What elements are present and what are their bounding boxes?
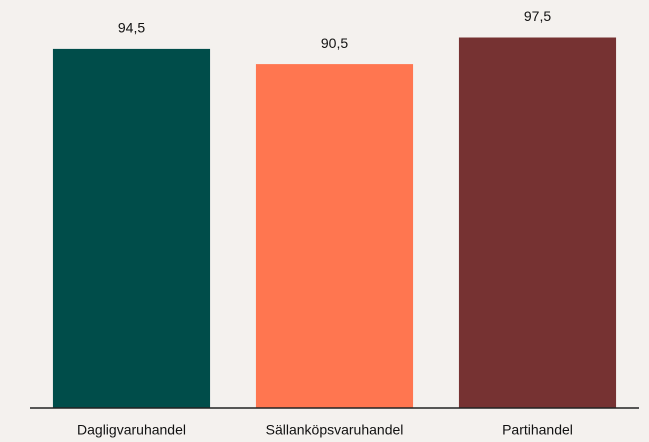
x-tick-label: Partihandel [502, 422, 573, 438]
bar [52, 48, 211, 409]
x-tick-label: Dagligvaruhandel [77, 422, 186, 438]
bar [255, 64, 414, 408]
bar [458, 37, 617, 408]
value-label: 90,5 [321, 35, 348, 51]
x-tick-label: Sällanköpsvaruhandel [266, 422, 404, 438]
value-label: 94,5 [118, 20, 145, 36]
value-label: 97,5 [524, 8, 551, 24]
